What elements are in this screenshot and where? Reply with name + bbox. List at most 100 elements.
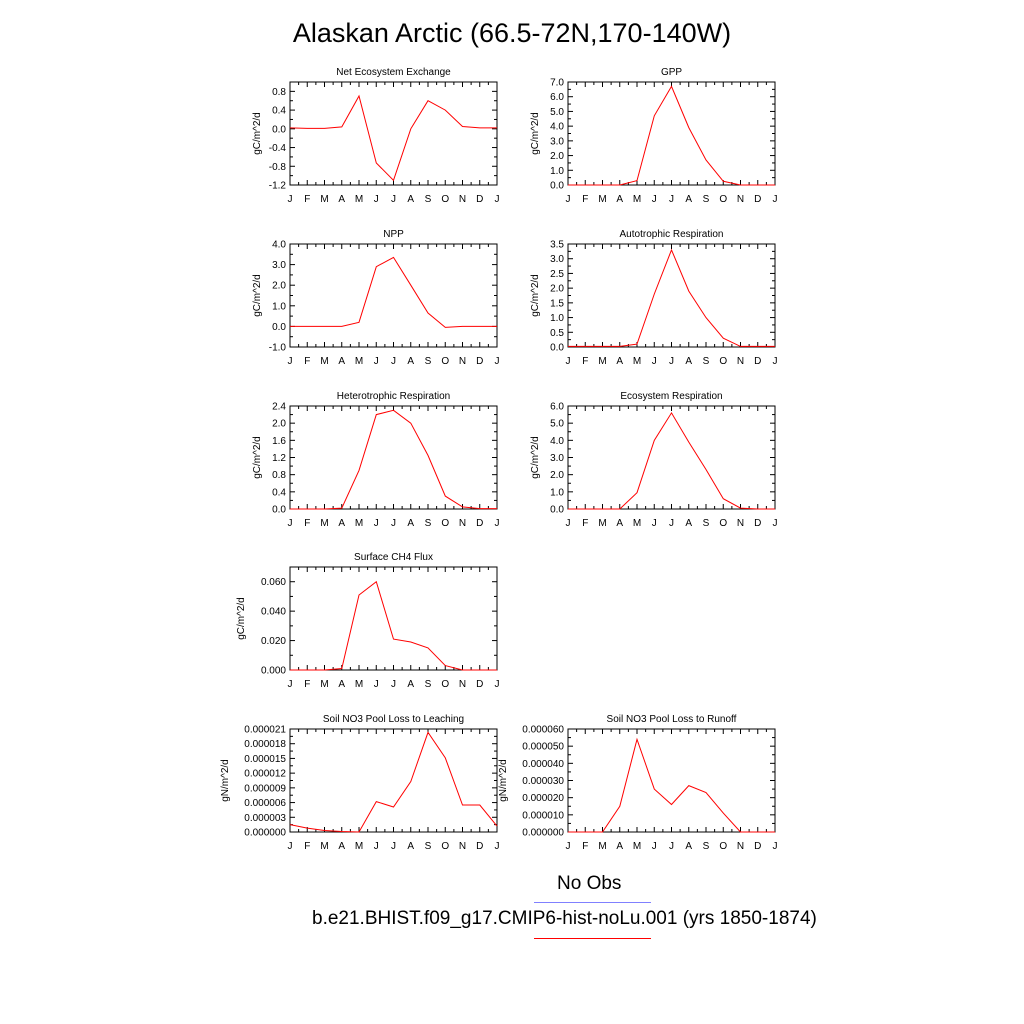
- x-tick-label: S: [703, 518, 710, 529]
- x-tick-label: O: [441, 194, 449, 205]
- y-tick-label: 0.0: [272, 124, 286, 135]
- y-tick-label: 0.000003: [244, 813, 286, 824]
- y-tick-label: -1.2: [269, 181, 287, 192]
- x-tick-label: M: [355, 356, 363, 367]
- x-tick-label: J: [773, 356, 778, 367]
- x-tick-label: J: [773, 841, 778, 852]
- x-tick-label: J: [773, 194, 778, 205]
- x-tick-label: J: [374, 356, 379, 367]
- y-tick-label: 6.0: [550, 92, 564, 103]
- x-tick-label: M: [598, 356, 606, 367]
- y-tick-label: 0.8: [272, 470, 286, 481]
- x-tick-label: J: [391, 679, 396, 690]
- y-tick-label: 0.000012: [244, 769, 286, 780]
- x-tick-label: J: [566, 356, 571, 367]
- x-tick-label: S: [425, 356, 432, 367]
- y-tick-label: 0.000050: [522, 742, 564, 753]
- x-tick-label: D: [754, 841, 761, 852]
- y-tick-label: 0.0: [550, 505, 564, 516]
- x-tick-label: A: [338, 841, 345, 852]
- series-line: [568, 411, 775, 510]
- x-tick-label: A: [407, 356, 414, 367]
- x-tick-label: S: [703, 841, 710, 852]
- y-tick-label: 3.0: [550, 254, 564, 265]
- x-tick-label: N: [459, 518, 466, 529]
- x-tick-label: A: [407, 194, 414, 205]
- x-tick-label: J: [495, 356, 500, 367]
- x-tick-label: D: [754, 356, 761, 367]
- y-tick-label: 2.0: [550, 470, 564, 481]
- x-tick-label: D: [476, 679, 483, 690]
- y-axis-label: gC/m^2/d: [252, 112, 263, 155]
- plot-frame: [567, 243, 776, 348]
- x-tick-label: S: [425, 518, 432, 529]
- y-tick-label: 0.8: [272, 87, 286, 98]
- y-tick-label: 2.0: [550, 284, 564, 295]
- y-tick-label: 0.020: [261, 636, 286, 647]
- x-tick-label: M: [633, 194, 641, 205]
- y-tick-label: 0.000040: [522, 759, 564, 770]
- y-axis-label: gC/m^2/d: [530, 112, 541, 155]
- x-tick-label: O: [441, 679, 449, 690]
- x-tick-label: S: [703, 194, 710, 205]
- x-tick-label: J: [374, 841, 379, 852]
- y-tick-label: 5.0: [550, 107, 564, 118]
- y-tick-label: 1.0: [550, 487, 564, 498]
- x-tick-label: A: [616, 841, 623, 852]
- series-line: [289, 731, 498, 833]
- x-tick-label: F: [582, 356, 588, 367]
- x-tick-label: F: [582, 841, 588, 852]
- x-tick-label: M: [633, 518, 641, 529]
- x-tick-label: F: [582, 194, 588, 205]
- plot-frame: [289, 81, 498, 186]
- plot-frame: [567, 728, 776, 833]
- x-tick-label: J: [652, 841, 657, 852]
- x-tick-label: A: [685, 194, 692, 205]
- y-tick-label: 4.0: [550, 436, 564, 447]
- chart-panel: J F M A M J J A S O N D J0.00.40.81.21.62.02.4Hetero…: [252, 391, 500, 529]
- x-tick-label: O: [441, 518, 449, 529]
- legend-model-line: [534, 938, 651, 939]
- x-tick-label: F: [304, 194, 310, 205]
- x-tick-label: M: [320, 841, 328, 852]
- x-tick-label: D: [476, 518, 483, 529]
- y-tick-label: 1.0: [550, 313, 564, 324]
- x-tick-label: J: [652, 194, 657, 205]
- y-axis-label: gN/m^2/d: [220, 759, 231, 802]
- y-tick-label: 0.000030: [522, 776, 564, 787]
- y-tick-label: 0.000000: [522, 828, 564, 839]
- y-tick-label: 0.0: [550, 343, 564, 354]
- plot-frame: [289, 566, 498, 671]
- x-tick-label: M: [320, 356, 328, 367]
- x-tick-label: J: [566, 194, 571, 205]
- x-tick-label: J: [288, 194, 293, 205]
- x-tick-label: J: [374, 679, 379, 690]
- y-tick-label: -0.8: [269, 162, 287, 173]
- y-axis-label: gC/m^2/d: [252, 436, 263, 479]
- x-tick-label: J: [495, 841, 500, 852]
- y-tick-label: 0.040: [261, 607, 286, 618]
- x-tick-label: A: [338, 679, 345, 690]
- y-tick-label: 4.0: [550, 122, 564, 133]
- x-tick-label: A: [407, 841, 414, 852]
- y-tick-label: 7.0: [550, 78, 564, 89]
- x-tick-label: N: [459, 194, 466, 205]
- chart-panel: J F M A M J J A S O N D J0.0000000.0000030.0000060.0…: [220, 714, 500, 852]
- x-tick-label: S: [425, 679, 432, 690]
- x-tick-label: M: [598, 194, 606, 205]
- x-tick-label: J: [669, 518, 674, 529]
- series-line: [290, 256, 497, 328]
- y-tick-label: -1.0: [269, 343, 287, 354]
- plot-frame: [289, 243, 498, 348]
- x-tick-label: S: [703, 356, 710, 367]
- x-tick-label: N: [737, 194, 744, 205]
- x-tick-label: J: [391, 518, 396, 529]
- y-tick-label: 0.000020: [522, 793, 564, 804]
- x-tick-label: M: [598, 841, 606, 852]
- x-tick-label: O: [441, 356, 449, 367]
- x-tick-label: N: [737, 841, 744, 852]
- x-tick-label: N: [737, 356, 744, 367]
- x-tick-label: J: [288, 356, 293, 367]
